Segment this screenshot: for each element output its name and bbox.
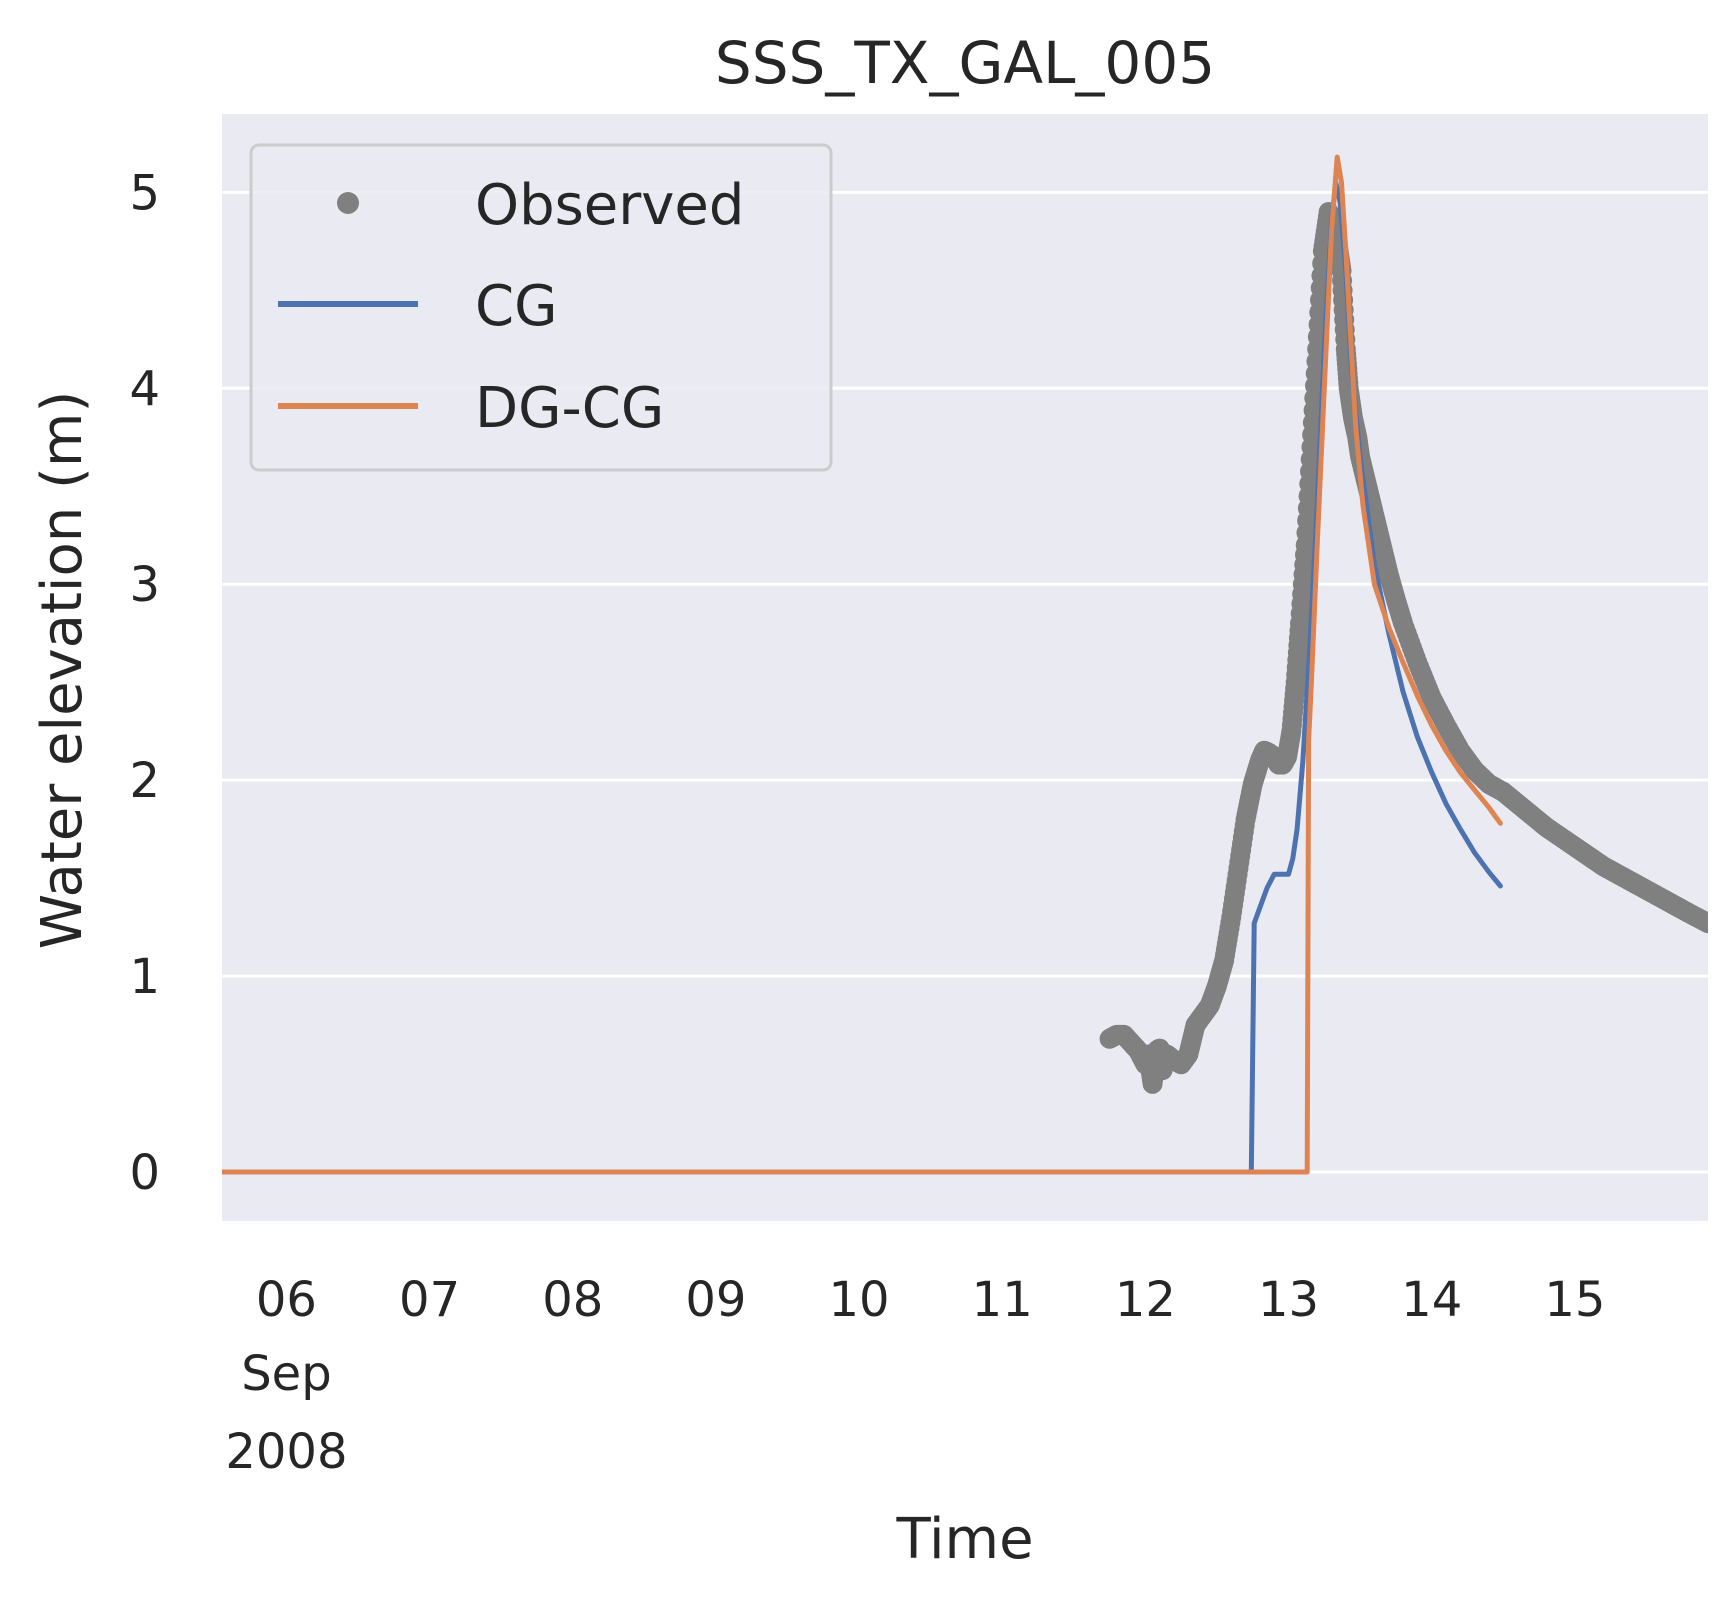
x-tick-label: 15 xyxy=(1544,1272,1605,1328)
x-tick-label: 08 xyxy=(542,1272,603,1328)
x-tick-label: 11 xyxy=(972,1272,1033,1328)
y-tick-label: 0 xyxy=(129,1145,160,1201)
observed-point xyxy=(1698,913,1708,934)
legend-label-cg: CG xyxy=(475,274,558,339)
legend: Observed CG DG-CG xyxy=(249,143,833,472)
y-tick-label: 4 xyxy=(129,361,160,417)
x-tick-label: 14 xyxy=(1401,1272,1462,1328)
legend-label-observed: Observed xyxy=(475,173,744,238)
legend-box xyxy=(249,143,833,472)
series-layer xyxy=(222,154,1708,1175)
x-axis-label: Time xyxy=(895,1507,1033,1572)
x-tick-sublabel-year: 2008 xyxy=(225,1424,347,1480)
legend-marker-observed xyxy=(337,192,359,214)
series-observed xyxy=(1099,201,1708,1094)
x-tick-label: 07 xyxy=(399,1272,460,1328)
x-tick-label: 06 xyxy=(256,1272,317,1328)
series-line-dg-cg xyxy=(222,154,1503,1175)
x-tick-label: 10 xyxy=(829,1272,890,1328)
y-axis-ticks: 0 1 2 3 4 5 xyxy=(129,165,160,1201)
chart-title: SSS_TX_GAL_005 xyxy=(715,29,1215,97)
x-axis-ticks: 06 Sep 2008 07 08 09 10 11 12 13 14 15 xyxy=(225,1272,1605,1480)
y-tick-label: 2 xyxy=(129,753,160,809)
y-tick-label: 1 xyxy=(129,949,160,1005)
y-tick-label: 3 xyxy=(129,557,160,613)
x-tick-sublabel-month: Sep xyxy=(241,1346,331,1402)
y-tick-label: 5 xyxy=(129,165,160,221)
legend-label-dg-cg: DG-CG xyxy=(475,376,664,441)
x-tick-label: 12 xyxy=(1115,1272,1176,1328)
y-axis-label: Water elevation (m) xyxy=(30,391,95,950)
x-tick-label: 13 xyxy=(1258,1272,1319,1328)
x-tick-label: 09 xyxy=(685,1272,746,1328)
